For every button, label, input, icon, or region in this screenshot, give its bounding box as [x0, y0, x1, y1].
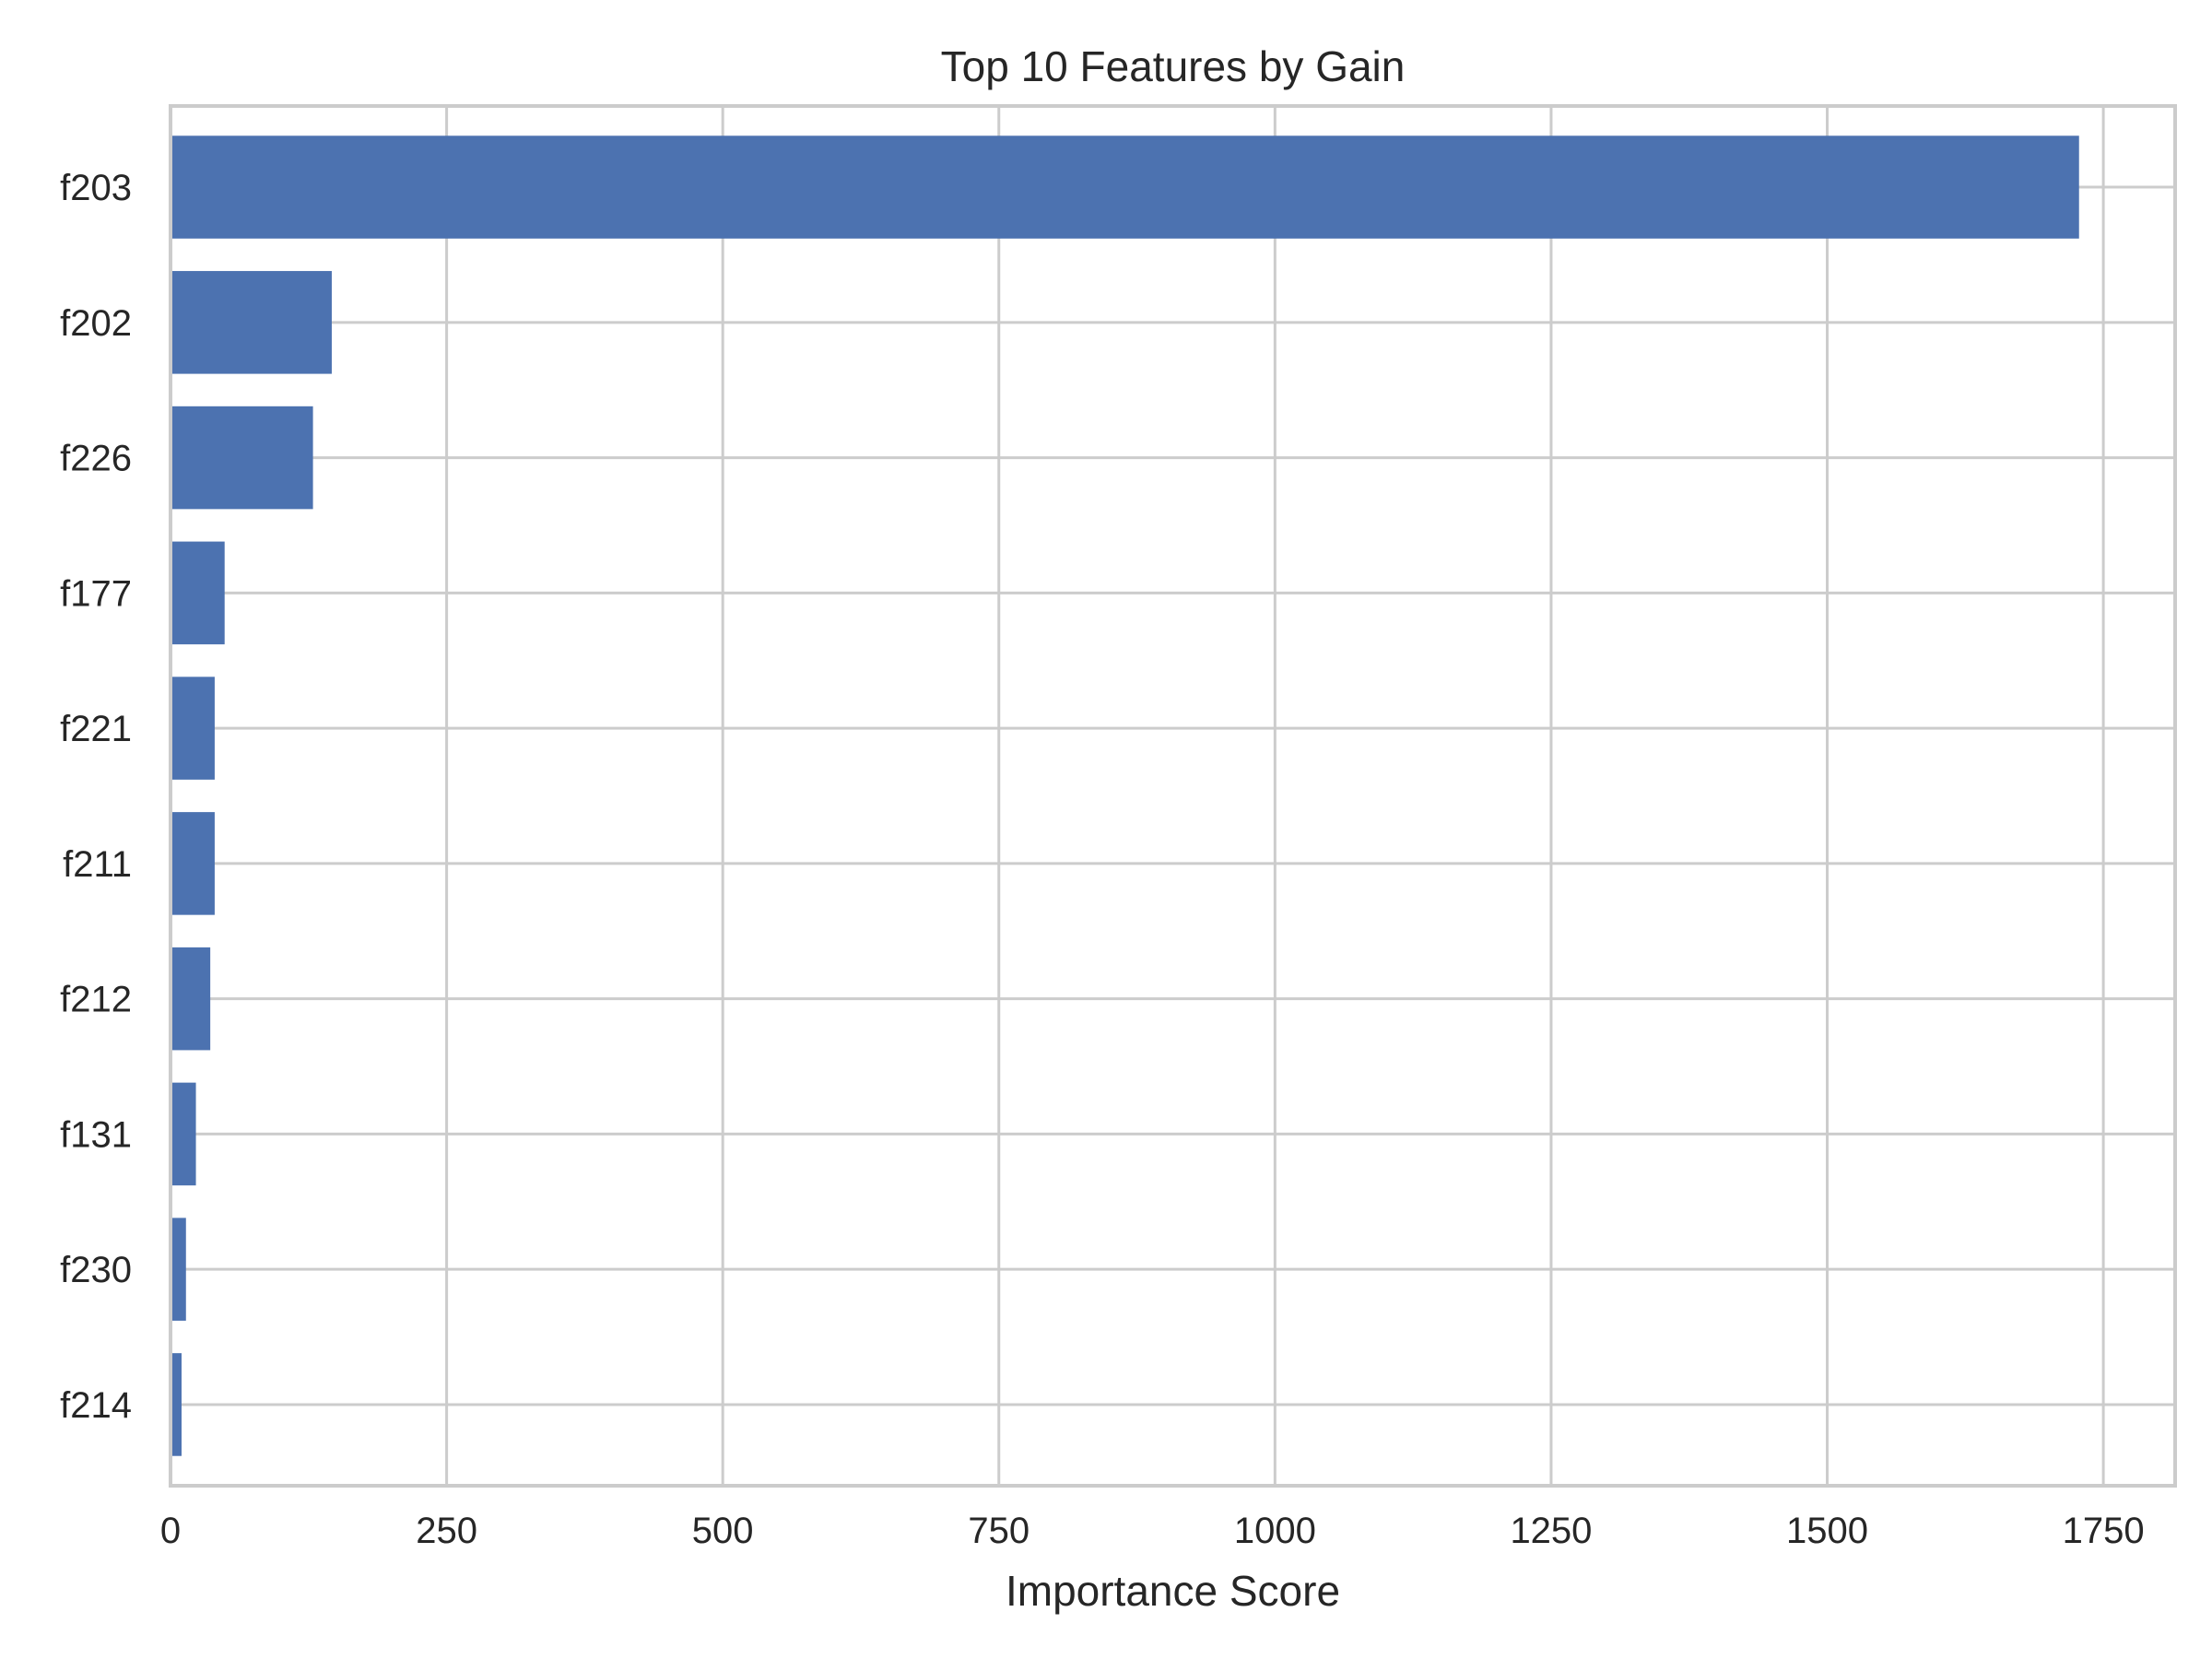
x-axis-label: Importance Score: [1006, 1567, 1340, 1615]
y-tick-labels: f203 f202 f226 f177 f221 f211 f212 f131 f230 f214: [60, 168, 132, 1426]
y-tick-label: f230: [60, 1250, 132, 1290]
y-tick-label: f212: [60, 980, 132, 1020]
y-tick-label: f211: [63, 844, 132, 885]
bar-f212: [171, 947, 211, 1051]
y-tick-label: f226: [60, 439, 132, 479]
x-tick-label: 750: [968, 1511, 1030, 1551]
bar-f226: [171, 406, 313, 510]
x-tick-label: 1000: [1234, 1511, 1316, 1551]
y-tick-label: f214: [60, 1385, 132, 1426]
bar-f131: [171, 1082, 196, 1186]
y-tick-label: f203: [60, 168, 132, 208]
bar-f230: [171, 1218, 186, 1321]
y-tick-label: f131: [60, 1114, 132, 1155]
x-tick-labels: 0 250 500 750 1000 1250 1500 1750: [160, 1511, 2145, 1551]
x-tick-label: 1250: [1510, 1511, 1592, 1551]
y-tick-label: f221: [60, 709, 132, 749]
x-tick-label: 1500: [1786, 1511, 1868, 1551]
plot-frame: [169, 104, 2177, 1488]
x-tick-label: 1750: [2063, 1511, 2145, 1551]
y-tick-label: f177: [60, 573, 132, 614]
chart-title: Top 10 Features by Gain: [941, 42, 1406, 90]
x-tick-label: 0: [160, 1511, 181, 1551]
grid: [169, 106, 2175, 1486]
bar-f203: [171, 135, 2079, 239]
bar-f202: [171, 271, 332, 374]
bar-f177: [171, 541, 225, 645]
bars: [171, 135, 2079, 1456]
x-tick-label: 500: [692, 1511, 754, 1551]
y-tick-label: f202: [60, 303, 132, 344]
bar-f214: [171, 1353, 182, 1456]
bar-f221: [171, 677, 215, 780]
x-tick-label: 250: [416, 1511, 477, 1551]
bar-f211: [171, 812, 215, 915]
